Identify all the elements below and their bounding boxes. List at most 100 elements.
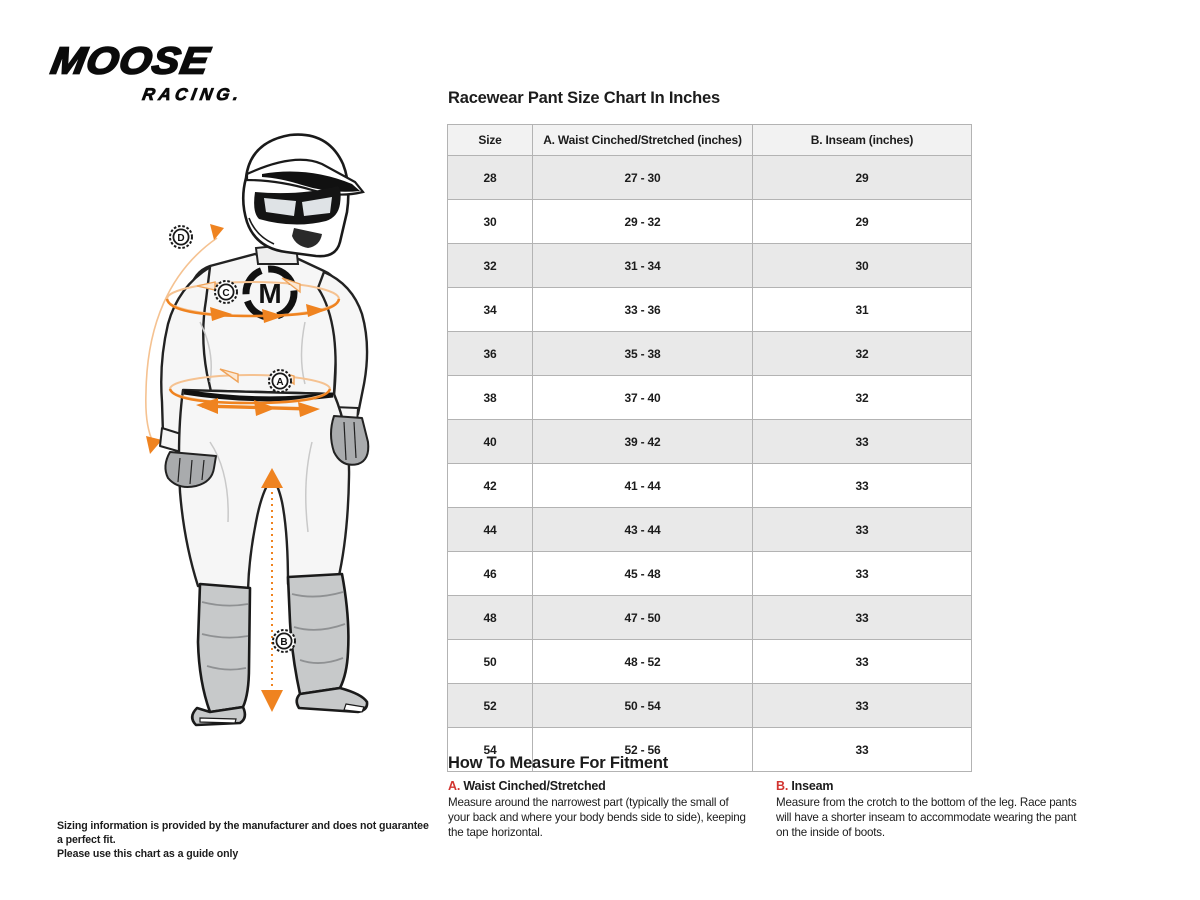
table-cell: 33 - 36 <box>532 287 753 332</box>
table-cell: 29 <box>752 155 972 200</box>
table-cell: 38 <box>447 375 533 420</box>
size-chart-table: Size A. Waist Cinched/Stretched (inches) B… <box>447 124 972 772</box>
table-cell: 33 <box>752 595 972 640</box>
table-row: 44 43 - 44 33 <box>447 507 972 552</box>
table-cell: 33 <box>752 639 972 684</box>
table-row: 40 39 - 42 33 <box>447 419 972 464</box>
measure-item-waist: A. Waist Cinched/Stretched Measure aroun… <box>448 779 748 840</box>
disclaimer-line-1: Sizing information is provided by the ma… <box>57 820 429 846</box>
boot-details <box>201 591 346 671</box>
measure-item-inseam: B. Inseam Measure from the crotch to the… <box>776 779 1088 840</box>
table-cell: 32 <box>752 331 972 376</box>
table-cell: 45 - 48 <box>532 551 753 596</box>
table-row: 36 35 - 38 32 <box>447 331 972 376</box>
table-cell: 29 - 32 <box>532 199 753 244</box>
table-row: 52 50 - 54 33 <box>447 683 972 728</box>
table-cell: 31 - 34 <box>532 243 753 288</box>
measure-item-waist-heading: A. Waist Cinched/Stretched <box>448 779 748 793</box>
sleeve-measure-line <box>145 237 218 443</box>
marker-d: D <box>169 225 193 249</box>
brand-logo: MOOSE RACING. <box>47 38 250 105</box>
measure-description-waist: Measure around the narrowest part (typic… <box>448 796 746 839</box>
table-cell: 44 <box>447 507 533 552</box>
marker-d-letter: D <box>177 233 184 244</box>
table-cell: 33 <box>752 727 972 772</box>
marker-b: B <box>272 629 296 653</box>
table-row: 28 27 - 30 29 <box>447 155 972 200</box>
table-cell: 34 <box>447 287 533 332</box>
table-cell: 54 <box>447 727 533 772</box>
table-cell: 46 <box>447 551 533 596</box>
measure-label-waist: Waist Cinched/Stretched <box>463 779 606 793</box>
table-header-row: Size A. Waist Cinched/Stretched (inches) B… <box>447 124 972 156</box>
boot-sole-tip-left <box>199 717 237 724</box>
sleeve-arrow-bottom-icon <box>146 436 162 454</box>
table-cell: 42 <box>447 463 533 508</box>
table-cell: 43 - 44 <box>532 507 753 552</box>
table-cell: 40 <box>447 419 533 464</box>
table-cell: 36 <box>447 331 533 376</box>
table-row: 30 29 - 32 29 <box>447 199 972 244</box>
table-cell: 27 - 30 <box>532 155 753 200</box>
marker-b-letter: B <box>280 637 287 648</box>
table-row: 42 41 - 44 33 <box>447 463 972 508</box>
table-row: 34 33 - 36 31 <box>447 287 972 332</box>
table-cell: 50 <box>447 639 533 684</box>
table-cell: 33 <box>752 683 972 728</box>
marker-a-letter: A <box>276 377 283 388</box>
brand-logo-racing: RACING. <box>140 85 244 105</box>
table-cell: 37 - 40 <box>532 375 753 420</box>
chest-measure-ellipse <box>165 277 341 323</box>
table-cell: 52 - 56 <box>532 727 753 772</box>
table-row: 46 45 - 48 33 <box>447 551 972 596</box>
table-row: 32 31 - 34 30 <box>447 243 972 288</box>
pants <box>177 388 351 592</box>
table-cell: 30 <box>752 243 972 288</box>
table-cell: 32 <box>447 243 533 288</box>
table-column-header: B. Inseam (inches) <box>752 124 972 156</box>
table-column-header: A. Waist Cinched/Stretched (inches) <box>532 124 753 156</box>
table-cell: 29 <box>752 199 972 244</box>
size-chart-title: Racewear Pant Size Chart In Inches <box>448 89 720 107</box>
table-row: 54 52 - 56 33 <box>447 727 972 772</box>
marker-c-letter: C <box>222 288 229 299</box>
table-row: 50 48 - 52 33 <box>447 639 972 684</box>
table-column-header: Size <box>447 124 533 156</box>
rider-measurement-illustration: M <box>145 133 370 727</box>
table-cell: 48 - 52 <box>532 639 753 684</box>
chest-logo-letter: M <box>258 278 281 309</box>
table-cell: 33 <box>752 463 972 508</box>
size-table-body: 28 27 - 30 29 30 29 - 32 29 32 31 - 34 30 34 33 - … <box>447 155 972 772</box>
helmet <box>241 133 365 258</box>
measure-label-inseam: Inseam <box>791 779 834 793</box>
table-cell: 35 - 38 <box>532 331 753 376</box>
measure-letter-b: B. <box>776 779 789 793</box>
table-cell: 48 <box>447 595 533 640</box>
table-cell: 33 <box>752 419 972 464</box>
table-cell: 39 - 42 <box>532 419 753 464</box>
boot-sole-tip <box>343 703 365 713</box>
marker-a: A <box>268 369 292 393</box>
marker-c: C <box>214 280 238 304</box>
brand-logo-moose: MOOSE <box>47 38 214 82</box>
table-cell: 30 <box>447 199 533 244</box>
table-cell: 41 - 44 <box>532 463 753 508</box>
disclaimer: Sizing information is provided by the ma… <box>57 819 437 861</box>
inseam-measure-line <box>261 468 283 712</box>
disclaimer-line-2: Please use this chart as a guide only <box>57 848 239 860</box>
table-cell: 47 - 50 <box>532 595 753 640</box>
sleeve-arrow-top-icon <box>210 224 224 240</box>
table-cell: 31 <box>752 287 972 332</box>
how-to-measure-title: How To Measure For Fitment <box>448 754 669 772</box>
table-row: 48 47 - 50 33 <box>447 595 972 640</box>
table-cell: 50 - 54 <box>532 683 753 728</box>
measure-letter-a: A. <box>448 779 461 793</box>
measure-item-inseam-heading: B. Inseam <box>776 779 1088 793</box>
table-cell: 33 <box>752 551 972 596</box>
measure-description-inseam: Measure from the crotch to the bottom of… <box>776 796 1077 839</box>
boots <box>190 572 369 727</box>
table-cell: 32 <box>752 375 972 420</box>
table-row: 38 37 - 40 32 <box>447 375 972 420</box>
table-cell: 33 <box>752 507 972 552</box>
